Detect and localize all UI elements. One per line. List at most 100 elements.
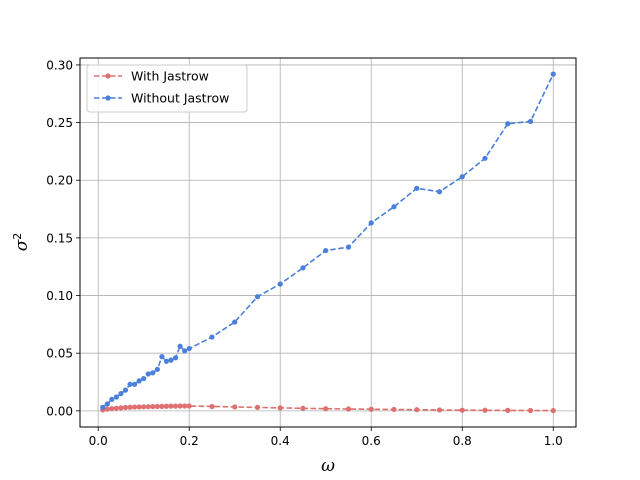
data-point-without-jastrow <box>232 319 238 325</box>
y-tick-label: 0.10 <box>46 289 73 303</box>
data-point-without-jastrow <box>100 404 106 410</box>
data-point-without-jastrow <box>172 355 179 361</box>
legend-marker-with-jastrow <box>105 73 111 79</box>
data-point-with-jastrow <box>505 407 511 413</box>
data-point-without-jastrow <box>505 121 511 127</box>
y-tick-label: 0.05 <box>46 347 73 361</box>
data-point-without-jastrow <box>136 378 142 384</box>
data-point-without-jastrow <box>150 370 156 376</box>
data-point-with-jastrow <box>550 408 556 414</box>
x-tick-label: 0.6 <box>362 434 381 448</box>
data-point-with-jastrow <box>182 403 188 409</box>
data-point-without-jastrow <box>482 155 488 161</box>
x-tick-label: 0.8 <box>453 434 472 448</box>
y-tick-label: 0.20 <box>46 174 73 188</box>
data-point-without-jastrow <box>118 390 124 397</box>
data-point-with-jastrow <box>136 404 142 410</box>
data-point-without-jastrow <box>132 381 138 387</box>
data-point-without-jastrow <box>414 185 420 191</box>
y-tick-label: 0.30 <box>46 58 73 72</box>
y-tick-label: 0.25 <box>46 116 73 130</box>
data-point-without-jastrow <box>527 118 534 125</box>
data-point-with-jastrow <box>177 403 183 409</box>
data-point-without-jastrow <box>345 244 352 250</box>
data-point-with-jastrow <box>163 403 170 409</box>
data-point-without-jastrow <box>459 174 465 180</box>
data-point-without-jastrow <box>141 375 147 382</box>
series-layer <box>100 71 556 414</box>
axis-ticks: 0.0 0.2 0.4 0.6 0.8 1.0 0.00 0.05 0.10 0.15 0.20 0.… <box>46 58 563 448</box>
data-point-without-jastrow <box>550 71 556 77</box>
data-point-without-jastrow <box>209 334 215 340</box>
data-point-with-jastrow <box>145 404 151 410</box>
series-line-without-jastrow <box>102 73 554 409</box>
data-point-without-jastrow <box>145 371 151 377</box>
data-point-with-jastrow <box>104 406 110 412</box>
data-point-without-jastrow <box>323 247 329 254</box>
data-point-with-jastrow <box>527 407 534 414</box>
data-point-without-jastrow <box>159 354 165 360</box>
data-point-with-jastrow <box>186 403 192 409</box>
y-tick-label: 0.00 <box>46 404 73 418</box>
data-point-with-jastrow <box>109 405 115 412</box>
x-tick-label: 0.0 <box>89 434 108 448</box>
data-point-with-jastrow <box>232 404 238 410</box>
x-tick-label: 0.2 <box>180 434 199 448</box>
plot-frame <box>79 57 577 428</box>
legend-box <box>86 64 248 113</box>
data-point-without-jastrow <box>104 401 110 407</box>
data-point-with-jastrow <box>127 404 133 410</box>
x-axis-label: ω <box>321 456 335 476</box>
data-point-without-jastrow <box>186 345 192 352</box>
legend: With Jastrow Without Jastrow <box>86 64 248 113</box>
data-point-without-jastrow <box>177 343 183 349</box>
data-point-without-jastrow <box>113 394 120 400</box>
data-point-with-jastrow <box>254 404 261 410</box>
y-axis-label: σ2 <box>11 233 33 252</box>
data-point-with-jastrow <box>391 406 397 413</box>
data-point-with-jastrow <box>323 406 329 412</box>
legend-label-with-jastrow: With Jastrow <box>131 69 209 84</box>
data-point-with-jastrow <box>414 407 420 413</box>
y-tick-label: 0.15 <box>46 231 73 245</box>
data-point-with-jastrow <box>159 403 165 409</box>
y-axis-label-sup: 2 <box>11 233 24 240</box>
data-point-without-jastrow <box>277 281 283 287</box>
x-tick-label: 0.4 <box>271 434 290 448</box>
data-point-without-jastrow <box>182 348 188 354</box>
data-point-without-jastrow <box>391 204 397 210</box>
data-point-without-jastrow <box>436 189 443 195</box>
data-point-with-jastrow <box>300 405 306 411</box>
data-point-with-jastrow <box>150 403 156 410</box>
data-point-with-jastrow <box>459 407 465 413</box>
legend-marker-without-jastrow <box>105 95 111 101</box>
data-point-with-jastrow <box>368 406 374 412</box>
series-with-jastrow <box>100 403 556 414</box>
data-point-with-jastrow <box>154 403 160 410</box>
data-point-with-jastrow <box>277 405 283 411</box>
data-point-with-jastrow <box>118 405 124 411</box>
data-point-without-jastrow <box>300 265 306 271</box>
grid <box>80 58 576 427</box>
data-point-without-jastrow <box>109 396 115 402</box>
data-point-without-jastrow <box>368 220 374 226</box>
data-point-with-jastrow <box>482 407 488 413</box>
data-point-without-jastrow <box>168 357 174 363</box>
data-point-with-jastrow <box>345 406 352 412</box>
y-axis-label-base: σ <box>12 239 32 251</box>
data-point-with-jastrow <box>141 404 147 410</box>
series-without-jastrow <box>100 71 556 410</box>
x-tick-label: 1.0 <box>544 434 563 448</box>
data-point-without-jastrow <box>127 381 133 387</box>
data-point-with-jastrow <box>436 407 443 413</box>
data-point-with-jastrow <box>122 404 129 411</box>
data-point-with-jastrow <box>209 403 215 410</box>
data-point-without-jastrow <box>163 358 170 364</box>
legend-label-without-jastrow: Without Jastrow <box>131 91 229 106</box>
data-point-with-jastrow <box>132 404 138 410</box>
data-point-with-jastrow <box>113 405 120 411</box>
data-point-with-jastrow <box>168 403 174 409</box>
data-point-without-jastrow <box>254 294 261 300</box>
data-point-without-jastrow <box>154 366 160 372</box>
